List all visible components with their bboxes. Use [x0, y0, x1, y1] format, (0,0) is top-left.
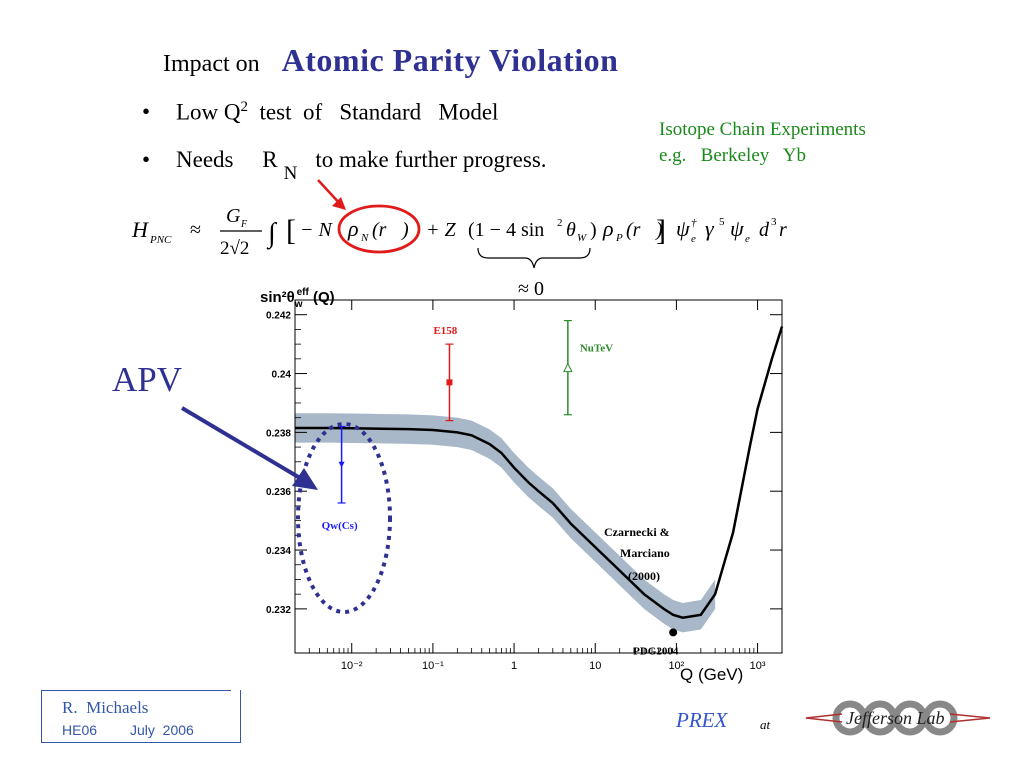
r-vec-1: (r⃗): [372, 219, 409, 241]
formula: H PNC ≈ G F 2√2 ∫ [ − N ρ N (r⃗) + Z (1 …: [131, 179, 787, 300]
bullet-1-label: Low Q: [176, 99, 241, 125]
bullet-dot: •: [142, 99, 151, 124]
running-curve: [295, 326, 784, 619]
x-tick-label: 10³: [750, 660, 766, 672]
rho-n-sub: N: [360, 232, 369, 244]
psi-1-sup: †: [691, 217, 697, 229]
formula-term1: − N: [300, 219, 333, 241]
y-tick-label: 0.238: [266, 428, 291, 439]
formula-frac-den: 2√2: [220, 238, 249, 259]
footer-box: [41, 690, 241, 743]
theta: θ: [566, 219, 576, 241]
x-tick-label: 10: [589, 660, 601, 672]
marker-e158: [446, 379, 453, 386]
y-tick-label: 0.236: [266, 487, 291, 498]
bracket-close: ]: [656, 214, 666, 247]
footer-author: R. Michaels: [62, 698, 149, 717]
formula-frac-num-sub: F: [240, 219, 248, 230]
side-note-line1: Isotope Chain Experiments: [659, 119, 866, 140]
x-tick-label: 10⁻²: [341, 660, 363, 672]
rho-p: ρ: [602, 216, 614, 241]
formula-frac-num: G: [226, 205, 241, 227]
jefferson-lab-text: Jefferson Lab: [846, 708, 945, 728]
gamma: γ: [705, 216, 715, 241]
apv-dotted-ellipse: [296, 422, 392, 614]
page-title: Impact on Atomic Parity Violation: [163, 42, 618, 79]
x-tick-label: 10⁻¹: [422, 660, 444, 672]
rho-n: ρ: [347, 216, 359, 241]
footer-prex: PREX: [676, 708, 728, 732]
y-tick-label: 0.242: [266, 311, 291, 322]
footer-top-rule: [41, 690, 231, 691]
marker-nutev: [563, 362, 573, 373]
chart: 10⁻² 10⁻¹ 1 10 10² 10³ 0.232 0.234 0.236 0.238 0.2…: [260, 287, 784, 684]
formula-lhs-sub: PNC: [149, 234, 172, 246]
integral-sign: ∫: [266, 218, 278, 250]
bullet-2-sub: N: [283, 163, 298, 184]
chart-points-group: Qw(Cs) E158 NuTeV PDG2004: [322, 319, 679, 657]
rho-p-sub: P: [615, 232, 623, 244]
bullet-2: • Needs RNto make further progress.: [142, 147, 642, 187]
paren-close: ): [590, 219, 597, 241]
chart-curve-group: [295, 326, 784, 619]
formula-paren-open: (1 − 4 sin: [468, 219, 544, 241]
label-pdg2004: PDG2004: [633, 645, 679, 657]
apv-arrow-line: [180, 406, 302, 480]
gamma-sup: 5: [719, 216, 725, 228]
bracket-open: [: [286, 214, 296, 247]
x-tick-label: 10²: [668, 660, 684, 672]
sin-sup: 2: [557, 217, 563, 229]
marker-qw(cs): [338, 461, 345, 468]
footer-venue: HE06: [62, 722, 98, 738]
formula-approx: ≈: [190, 219, 201, 241]
bullet-1-sup: 2: [240, 99, 249, 115]
apv-arrow: [180, 406, 318, 490]
formula-lhs: H: [131, 217, 149, 242]
title-main: Atomic Parity Violation: [281, 42, 619, 78]
y-tick-label: 0.234: [266, 546, 291, 557]
label-qw(cs): Qw(Cs): [322, 520, 358, 532]
underbrace: [477, 247, 591, 269]
psi-1: ψ: [676, 216, 690, 241]
y-tick-label: 0.232: [266, 605, 291, 616]
apv-arrow-head: [292, 468, 318, 490]
y-tick-label: 0.24: [272, 370, 292, 381]
apv-label: APV: [112, 360, 183, 399]
side-note-line2: e.g. Berkeley Yb: [659, 145, 807, 166]
marker-pdg2004: [669, 628, 678, 637]
label-nutev: NuTeV: [580, 343, 613, 355]
psi-2-sub: e: [745, 233, 750, 245]
label-e158: E158: [433, 325, 457, 337]
title-prefix: Impact on: [163, 51, 260, 77]
chart-axes-group: 10⁻² 10⁻¹ 1 10 10² 10³ 0.232 0.234 0.236 0.238 0.2…: [266, 299, 783, 672]
chart-xlabel: Q (GeV): [680, 665, 743, 684]
chart-ylabel: sin²θweff (Q): [260, 287, 335, 310]
d-symbol: d: [759, 219, 770, 241]
bullet-dot: •: [142, 147, 151, 172]
x-tick-label: 1: [511, 660, 517, 672]
apv-ellipse: [296, 422, 392, 614]
red-circle: [337, 204, 421, 254]
red-arrow-head: [332, 197, 346, 210]
chart-annotation-1: Czarnecki &: [604, 525, 670, 539]
chart-annotation-3: (2000): [628, 569, 660, 583]
brace-label: ≈ 0: [518, 278, 544, 300]
jefferson-lab-logo: Jefferson Lab: [805, 700, 991, 736]
theta-sub: W: [577, 232, 587, 244]
formula-plus-z: + Z: [426, 219, 456, 241]
psi-2: ψ: [730, 216, 744, 241]
bullet-2-label: Needs R: [176, 147, 278, 172]
bullet-2-rest: to make further progress.: [315, 147, 547, 172]
bullet-1-rest: test of Standard Model: [248, 99, 499, 125]
chart-annotation-2: Marciano: [620, 546, 670, 560]
bullet-1: • Low Q2 test of Standard Model: [142, 99, 602, 131]
footer-date: July 2006: [130, 722, 194, 738]
r-vec-2: (r⃗): [626, 219, 663, 241]
d-sup: 3: [771, 216, 777, 228]
psi-1-sub: e: [691, 233, 696, 245]
r-symbol: r: [779, 219, 787, 241]
footer-at: at: [760, 717, 771, 732]
